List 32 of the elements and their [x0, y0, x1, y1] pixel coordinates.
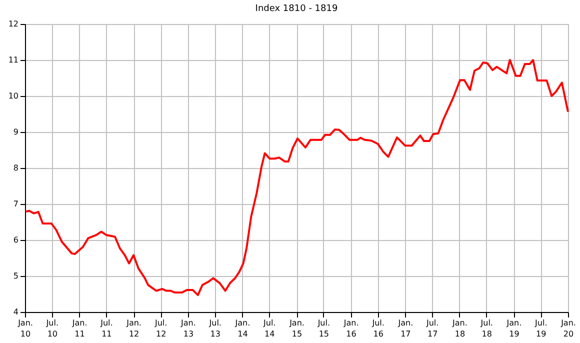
x-tick-label: Jul. 15 — [316, 318, 330, 338]
x-tick-label: Jan. 11 — [71, 318, 88, 338]
x-tick-label: Jul. 14 — [262, 318, 276, 338]
x-tick-label: Jan. 12 — [126, 318, 142, 338]
x-tick-label: Jan. 10 — [17, 318, 33, 338]
x-tick-label: Jan. 18 — [452, 318, 468, 338]
x-tick-label: Jan. 16 — [342, 318, 359, 338]
chart-title: Index 1810 - 1819 — [255, 4, 338, 14]
x-tick-label: Jul. 12 — [154, 318, 168, 338]
x-tick-label: Jul. 17 — [426, 318, 439, 338]
x-tick-label: Jan. 19 — [506, 318, 522, 338]
y-tick-label: 6 — [13, 236, 18, 244]
y-tick-label: 9 — [13, 128, 18, 136]
y-tick-label: 5 — [13, 272, 18, 280]
y-tick-label: 7 — [13, 200, 18, 208]
x-tick-label: Jan. 15 — [288, 318, 304, 338]
x-tick-label: Jul. 18 — [480, 318, 493, 338]
x-tick-label: Jul. 10 — [45, 318, 59, 338]
x-tick-label: Jan. 13 — [180, 318, 196, 338]
y-tick-label: 10 — [8, 92, 18, 100]
x-tick-label: Jul. 13 — [208, 318, 222, 338]
x-tick-label: Jul. 11 — [100, 318, 113, 338]
x-tick-label: Jan. 17 — [397, 318, 414, 338]
x-tick-label: Jul. 16 — [371, 318, 384, 338]
y-tick-label: 12 — [8, 20, 18, 28]
x-tick-label: Jul. 19 — [534, 318, 548, 338]
y-tick-label: 8 — [13, 164, 18, 172]
y-tick-label: 11 — [8, 56, 18, 64]
line-series — [24, 59, 569, 296]
y-tick-label: 4 — [13, 308, 18, 316]
x-tick-label: Jan. 20 — [560, 318, 576, 338]
x-tick-label: Jan. 14 — [234, 318, 250, 338]
